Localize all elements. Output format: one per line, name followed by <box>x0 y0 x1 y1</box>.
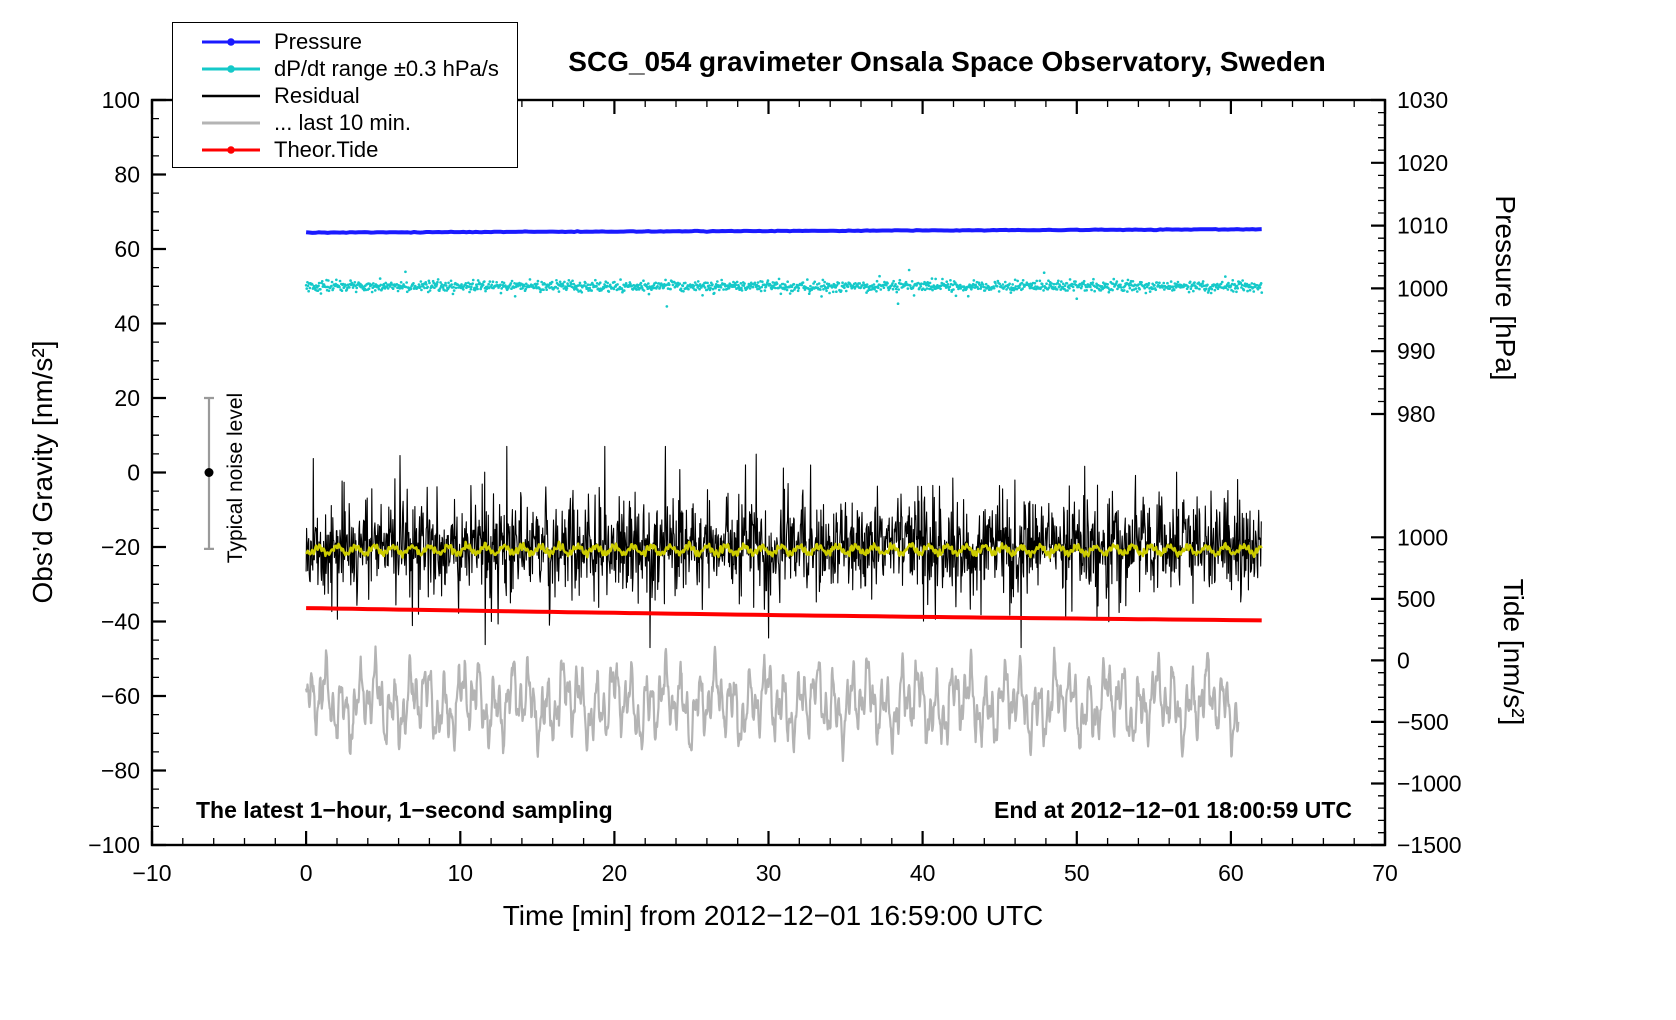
tick-label: 1010 <box>1397 213 1448 239</box>
legend-item: Pressure <box>201 28 517 55</box>
plot-frame <box>150 98 1387 847</box>
legend-marker-line <box>202 94 260 97</box>
tick-label: 990 <box>1397 338 1435 364</box>
gravity-axis-label: Obs’d Gravity [nm/s²] <box>27 340 58 604</box>
tick-label: −40 <box>101 609 140 635</box>
tick-label: 80 <box>114 162 140 188</box>
tick-label: −10 <box>132 860 171 886</box>
noise-level-label: Typical noise level <box>224 392 247 564</box>
legend-marker-line-dot <box>202 37 260 46</box>
tick-label: −1000 <box>1397 770 1462 796</box>
series-theor-tide <box>306 606 1262 623</box>
tick-label: 70 <box>1372 860 1398 886</box>
tick-label: 1000 <box>1397 524 1448 550</box>
legend-marker-line-dot <box>202 145 260 154</box>
tick-label: −60 <box>101 683 140 709</box>
tick-label: 40 <box>114 311 140 337</box>
legend-item-label: Pressure <box>274 28 363 54</box>
tick-label: 100 <box>102 87 140 113</box>
series-last-10-min <box>305 645 1240 762</box>
tick-label: 20 <box>602 860 628 886</box>
legend: Pressure dP/dt range ±0.3 hPa/s Residual..… <box>172 22 518 168</box>
legend-item-label: Theor.Tide <box>274 136 379 162</box>
tick-label: 0 <box>1397 647 1410 673</box>
legend-item: dP/dt range ±0.3 hPa/s <box>201 55 517 82</box>
legend-item-label: ... last 10 min. <box>274 109 411 135</box>
tick-label: 1020 <box>1397 150 1448 176</box>
tick-label: 500 <box>1397 586 1435 612</box>
tick-label: −20 <box>101 534 140 560</box>
tick-label: −1500 <box>1397 832 1462 858</box>
tick-label: 60 <box>114 236 140 262</box>
tick-label: 1000 <box>1397 275 1448 301</box>
tick-label: 30 <box>756 860 782 886</box>
legend-item: Theor.Tide <box>201 136 517 163</box>
x-axis-label: Time [min] from 2012−12−01 16:59:00 UTC <box>502 900 1044 931</box>
end-time-note: End at 2012−12−01 18:00:59 UTC <box>994 797 1352 823</box>
legend-item-label: dP/dt range ±0.3 hPa/s <box>274 55 499 81</box>
tick-label: 50 <box>1064 860 1090 886</box>
tick-label: 980 <box>1397 401 1435 427</box>
chart-title: SCG_054 gravimeter Onsala Space Observat… <box>568 46 1326 77</box>
tick-label: 20 <box>114 385 140 411</box>
tick-label: 0 <box>300 860 313 886</box>
series-residual-smoothed <box>305 540 1263 559</box>
series-dp-dt-range-0-3-hpa-s <box>304 268 1264 308</box>
legend-marker-line-dot <box>202 64 260 73</box>
legend-item: ... last 10 min. <box>201 109 517 136</box>
tick-label: 40 <box>910 860 936 886</box>
tide-axis-label: Tide [nm/s²] <box>1498 578 1529 726</box>
tick-label: 10 <box>447 860 473 886</box>
series-pressure <box>305 227 1262 235</box>
legend-item-label: Residual <box>274 82 360 108</box>
noise-level-dot <box>204 468 214 477</box>
tick-label: −500 <box>1397 709 1449 735</box>
minor-ticks <box>152 100 1385 845</box>
tick-label: 0 <box>127 460 140 486</box>
tick-label: 1030 <box>1397 87 1448 113</box>
legend-marker-line <box>202 121 260 124</box>
legend-item: Residual <box>201 82 517 109</box>
series-residual <box>305 445 1262 649</box>
sampling-note: The latest 1−hour, 1−second sampling <box>196 797 613 823</box>
pressure-axis-label: Pressure [hPa] <box>1490 195 1521 381</box>
tick-label: −100 <box>88 832 140 858</box>
tick-label: 60 <box>1218 860 1244 886</box>
tick-label: −80 <box>101 758 140 784</box>
